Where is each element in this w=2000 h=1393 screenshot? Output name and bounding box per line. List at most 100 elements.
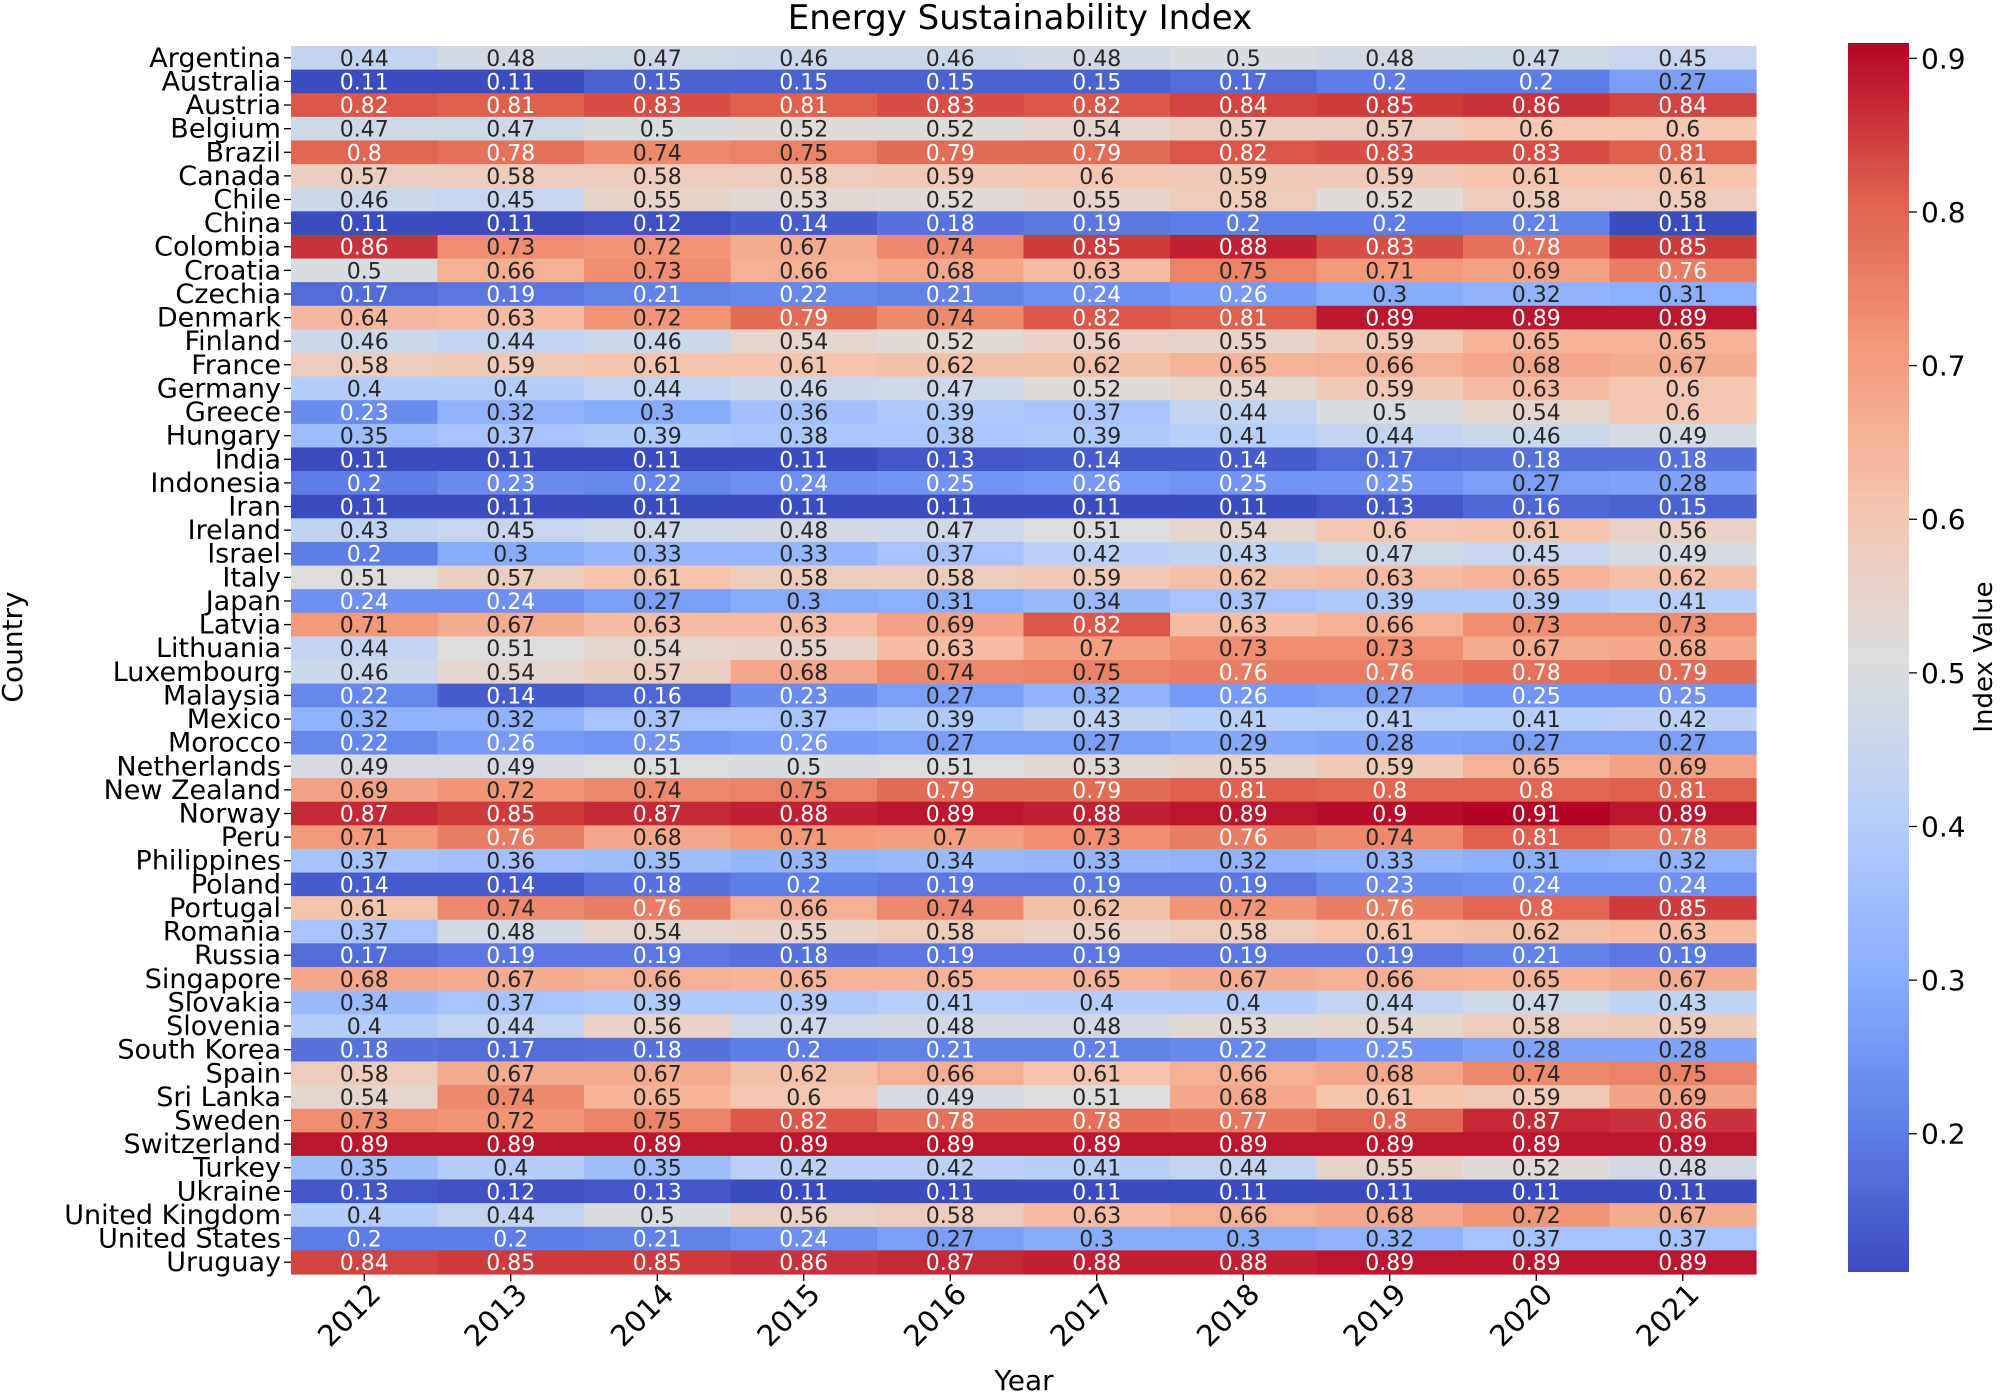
heatmap-cell <box>437 164 585 189</box>
cell-value-label: 0.66 <box>779 897 828 922</box>
heatmap-cell <box>437 660 585 685</box>
cell-value-label: 0.55 <box>1072 189 1121 214</box>
cell-value-label: 0.53 <box>779 189 828 214</box>
heatmap-cell <box>1609 801 1757 826</box>
heatmap-cell <box>1170 636 1318 661</box>
heatmap-cell <box>291 943 439 968</box>
cell-value-label: 0.18 <box>779 944 828 969</box>
heatmap-cell <box>584 1226 732 1251</box>
cell-value-label: 0.49 <box>340 755 389 780</box>
heatmap-cell <box>730 612 878 637</box>
cell-value-label: 0.63 <box>633 614 682 639</box>
cell-value-label: 0.47 <box>633 47 682 72</box>
cell-value-label: 0.61 <box>1365 1086 1414 1111</box>
heatmap-cell <box>1316 612 1464 637</box>
cell-value-label: 0.58 <box>340 1062 389 1087</box>
x-axis-label: Year <box>993 1364 1054 1393</box>
heatmap-cell <box>437 825 585 850</box>
heatmap-cell <box>584 211 732 236</box>
heatmap-cell <box>1170 1250 1318 1275</box>
cell-value-label: 0.52 <box>1512 1157 1561 1182</box>
heatmap-cell <box>730 778 878 803</box>
heatmap-cell <box>877 1037 1025 1063</box>
cell-value-label: 0.54 <box>1219 377 1268 402</box>
heatmap-cell <box>437 636 585 661</box>
cell-value-label: 0.11 <box>1219 1180 1268 1205</box>
cell-value-label: 0.58 <box>926 566 975 591</box>
heatmap-cell <box>584 943 732 968</box>
cell-value-label: 0.6 <box>1665 118 1700 143</box>
y-tick-label: Netherlands <box>116 751 281 782</box>
heatmap-cell <box>1463 754 1611 779</box>
cell-value-label: 0.61 <box>1072 1062 1121 1087</box>
cell-value-label: 0.5 <box>1226 47 1261 72</box>
cell-value-label: 0.18 <box>1658 448 1707 473</box>
cell-value-label: 0.68 <box>1658 637 1707 662</box>
cell-value-label: 0.67 <box>779 236 828 261</box>
heatmap-cell <box>437 1203 585 1228</box>
cell-value-label: 0.15 <box>1072 70 1121 95</box>
heatmap-cell <box>1170 1037 1318 1063</box>
heatmap-cell <box>1609 683 1757 708</box>
cell-value-label: 0.19 <box>1072 944 1121 969</box>
cell-value-label: 0.47 <box>486 118 535 143</box>
heatmap-cell <box>1023 801 1171 826</box>
cell-value-label: 0.65 <box>779 968 828 993</box>
cell-value-label: 0.59 <box>1365 330 1414 355</box>
heatmap-cell <box>730 730 878 756</box>
heatmap-cell <box>730 919 878 944</box>
cell-value-label: 0.26 <box>779 732 828 757</box>
heatmap-cell <box>584 636 732 661</box>
heatmap-cell <box>437 754 585 779</box>
heatmap-cell <box>1316 353 1464 378</box>
cell-value-label: 0.68 <box>1365 1204 1414 1229</box>
cell-value-label: 0.42 <box>1658 708 1707 733</box>
cell-value-label: 0.66 <box>1219 1204 1268 1229</box>
heatmap-cell <box>1316 494 1464 519</box>
cell-value-label: 0.44 <box>486 1015 535 1040</box>
heatmap-cell <box>1170 825 1318 850</box>
heatmap-cell <box>1609 93 1757 118</box>
heatmap-cell <box>1170 707 1318 732</box>
heatmap-cell <box>584 116 732 142</box>
heatmap-cell <box>1170 1108 1318 1133</box>
heatmap-cell <box>437 730 585 756</box>
heatmap-cell <box>1463 1132 1611 1157</box>
heatmap-cell <box>1316 187 1464 212</box>
heatmap-cell <box>1316 400 1464 425</box>
heatmap-cell <box>1316 518 1464 543</box>
cell-value-label: 0.52 <box>779 118 828 143</box>
heatmap-cell <box>1316 93 1464 118</box>
heatmap-cell <box>730 754 878 779</box>
cell-value-label: 0.13 <box>926 448 975 473</box>
colorbar-tick-label: 0.8 <box>1921 196 1966 229</box>
colorbar-tick-label: 0.5 <box>1921 657 1966 690</box>
heatmap-cell <box>291 730 439 756</box>
heatmap-cell <box>584 1037 732 1063</box>
cell-value-label: 0.14 <box>1219 448 1268 473</box>
heatmap-cell <box>584 872 732 897</box>
cell-value-label: 0.47 <box>1512 47 1561 72</box>
cell-value-label: 0.11 <box>486 448 535 473</box>
cell-value-label: 0.27 <box>1512 472 1561 497</box>
colorbar-tick-label: 0.4 <box>1921 810 1966 843</box>
heatmap-cell <box>730 1203 878 1228</box>
heatmap-cell <box>1023 1037 1171 1063</box>
heatmap-cell <box>291 400 439 425</box>
heatmap-cell <box>1316 140 1464 165</box>
heatmap-cell <box>291 258 439 283</box>
cell-value-label: 0.37 <box>926 543 975 568</box>
cell-value-label: 0.69 <box>1658 1086 1707 1111</box>
cell-value-label: 0.54 <box>633 637 682 662</box>
heatmap-cell <box>1023 353 1171 378</box>
heatmap-cell <box>877 187 1025 212</box>
cell-value-label: 0.46 <box>779 377 828 402</box>
cell-value-label: 0.14 <box>779 212 828 237</box>
cell-value-label: 0.25 <box>1512 684 1561 709</box>
heatmap-cell <box>1609 1155 1757 1181</box>
cell-value-label: 0.85 <box>486 803 535 828</box>
y-tick-label: Hungary <box>166 421 281 452</box>
cell-value-label: 0.61 <box>340 897 389 922</box>
heatmap-cell <box>877 1155 1025 1181</box>
heatmap-cell <box>1316 683 1464 708</box>
